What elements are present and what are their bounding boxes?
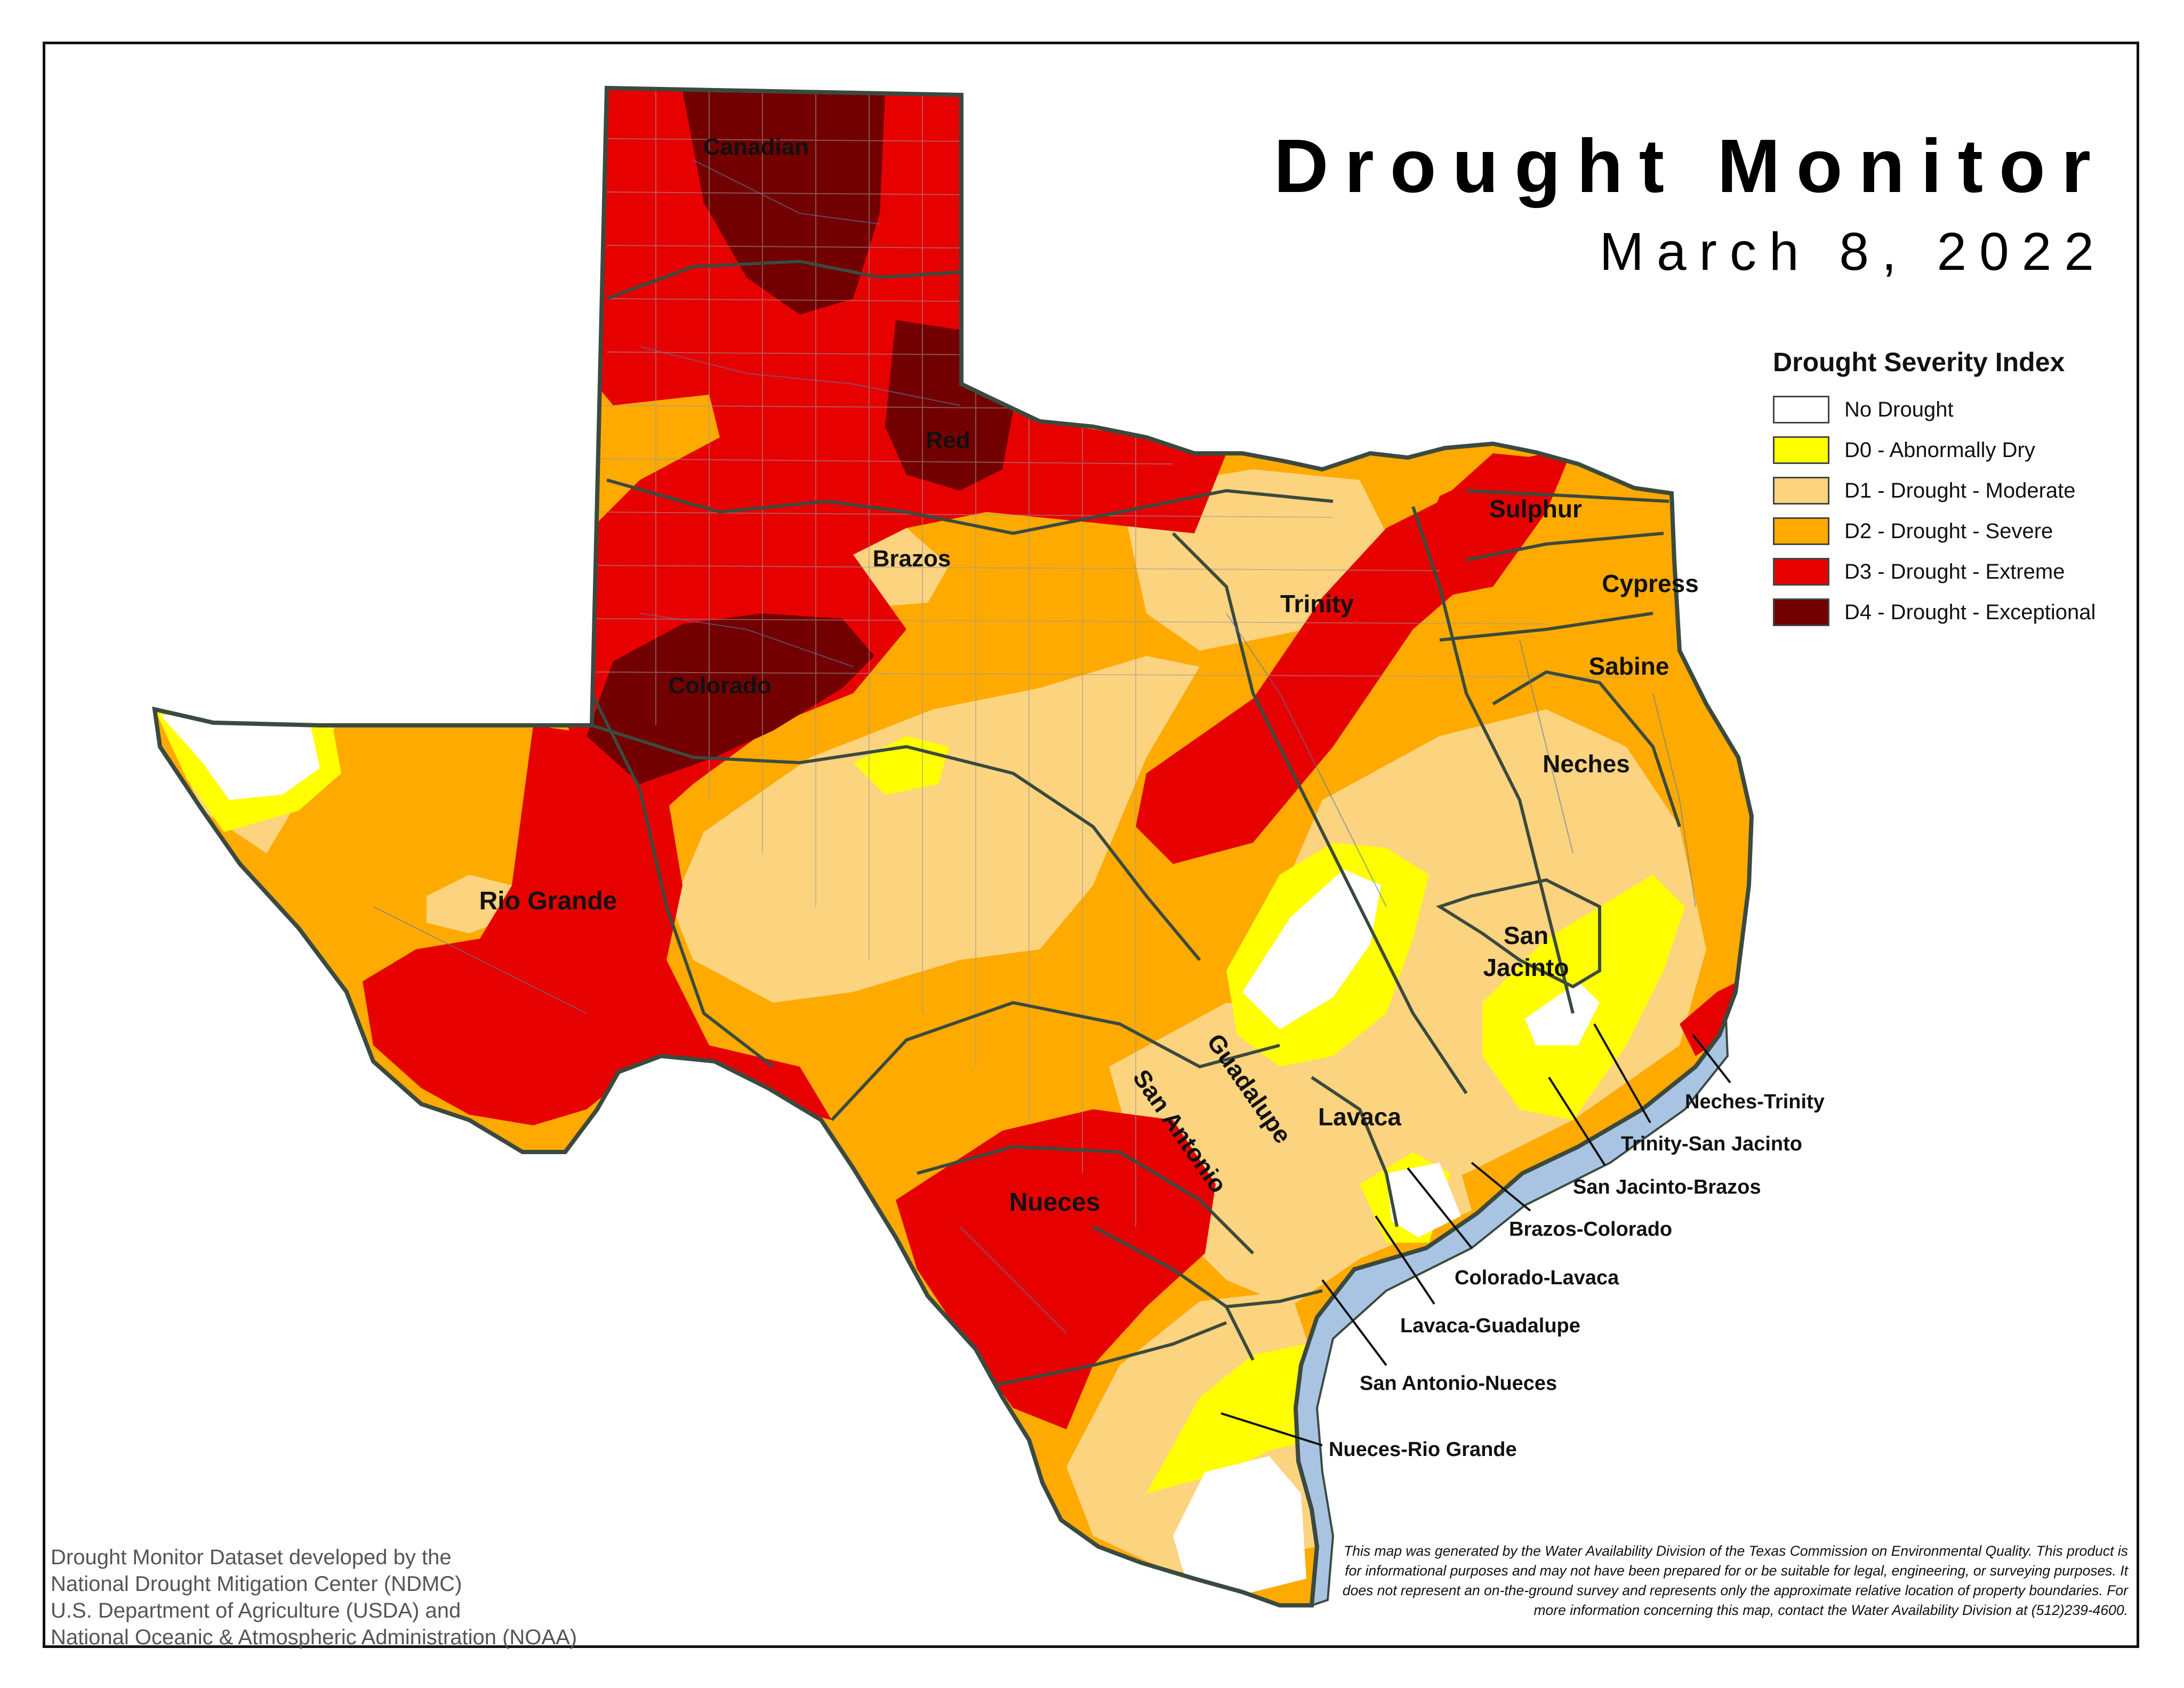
d4-region-canadian: [682, 91, 885, 315]
basin-label-nueces: Nueces: [1009, 1188, 1101, 1217]
basin-label-sabine: Sabine: [1589, 652, 1669, 680]
callout-trinity-san-jacinto: Trinity-San Jacinto: [1621, 1133, 1802, 1155]
legend-swatch: [1773, 558, 1829, 586]
basin-label-lavaca: Lavaca: [1318, 1103, 1401, 1131]
legend-item-no-drought: No Drought: [1773, 389, 2095, 430]
legend-label: D0 - Abnormally Dry: [1844, 438, 2035, 462]
no-drought-matagorda: [1386, 1163, 1461, 1237]
map-frame: [43, 42, 2139, 1648]
river-basin-boundaries: [590, 259, 1681, 1388]
no-drought-lower-valley: [1173, 1456, 1306, 1595]
legend-item-d0: D0 - Abnormally Dry: [1773, 430, 2095, 470]
callout-brazos-colorado: Brazos-Colorado: [1509, 1218, 1672, 1241]
coastal-callouts: Neches-Trinity Trinity-San Jacinto San J…: [1329, 1091, 1825, 1461]
basin-label-colorado: Colorado: [668, 673, 771, 699]
d1-region-big-bend: [427, 875, 512, 933]
no-drought-central: [1242, 869, 1381, 1029]
d4-region-colorado: [587, 613, 874, 784]
callout-san-antonio-nueces: San Antonio-Nueces: [1360, 1372, 1557, 1395]
map-date: March 8, 2022: [1599, 222, 2107, 282]
legend-label: No Drought: [1844, 397, 1954, 421]
legend-item-d4: D4 - Drought - Exceptional: [1773, 592, 2095, 633]
legend-swatch: [1773, 517, 1829, 545]
legend-item-d1: D1 - Drought - Moderate: [1773, 470, 2095, 511]
legend-swatch: [1773, 477, 1829, 505]
legend-item-d2: D2 - Drought - Severe: [1773, 511, 2095, 551]
d1-region-central: [672, 656, 1200, 1003]
county-grid: [591, 88, 1627, 1227]
credit-line: National Oceanic & Atmospheric Administr…: [51, 1626, 577, 1649]
legend-swatch: [1773, 396, 1829, 423]
callout-nueces-rio-grande: Nueces-Rio Grande: [1329, 1438, 1517, 1461]
no-drought-far-west: [160, 715, 320, 800]
map-title: Drought Monitor: [1273, 124, 2107, 209]
legend-title: Drought Severity Index: [1773, 347, 2065, 377]
basin-label-canadian: Canadian: [703, 134, 809, 160]
basin-label-neches: Neches: [1543, 750, 1630, 778]
streams: [373, 159, 1696, 1334]
basin-label-trinity: Trinity: [1280, 590, 1354, 618]
basin-label-cypress: Cypress: [1602, 570, 1699, 597]
no-drought-houston: [1525, 981, 1600, 1045]
d0-region-south-coast: [1146, 1344, 1312, 1493]
legend-label: D3 - Drought - Extreme: [1844, 559, 2065, 583]
credit-line: National Drought Mitigation Center (NDMC…: [51, 1572, 462, 1596]
credit-line: Drought Monitor Dataset developed by the: [51, 1546, 452, 1569]
basin-label-san-jacinto-line2: Jacinto: [1483, 954, 1569, 981]
basin-label-rio-grande: Rio Grande: [479, 887, 617, 915]
legend: Drought Severity Index No Drought D0 - A…: [1773, 347, 2095, 633]
legend-item-d3: D3 - Drought - Extreme: [1773, 551, 2095, 592]
legend-label: D4 - Drought - Exceptional: [1844, 600, 2096, 624]
basin-label-san-jacinto-line1: San: [1504, 922, 1548, 949]
callout-colorado-lavaca: Colorado-Lavaca: [1455, 1267, 1619, 1289]
d3-region-trans-pecos: [363, 725, 832, 1125]
callout-san-jacinto-brazos: San Jacinto-Brazos: [1573, 1176, 1761, 1198]
legend-swatch: [1773, 598, 1829, 626]
basin-label-brazos: Brazos: [873, 546, 951, 572]
data-credit: Drought Monitor Dataset developed by the…: [51, 1544, 577, 1651]
d4-region-red: [885, 320, 1013, 491]
d3-region-northeast: [1413, 448, 1573, 597]
legend-label: D1 - Drought - Moderate: [1844, 478, 2076, 502]
credit-line: U.S. Department of Agriculture (USDA) an…: [51, 1599, 461, 1622]
callout-neches-trinity: Neches-Trinity: [1685, 1091, 1825, 1113]
callout-lavaca-guadalupe: Lavaca-Guadalupe: [1400, 1315, 1580, 1337]
basin-label-sulphur: Sulphur: [1489, 495, 1582, 523]
basin-label-red: Red: [926, 427, 970, 453]
coastal-callout-leaders: [1221, 1023, 1731, 1446]
legend-label: D2 - Drought - Severe: [1844, 519, 2053, 543]
legend-swatch: [1773, 436, 1829, 464]
disclaimer: This map was generated by the Water Avai…: [1342, 1543, 2128, 1618]
